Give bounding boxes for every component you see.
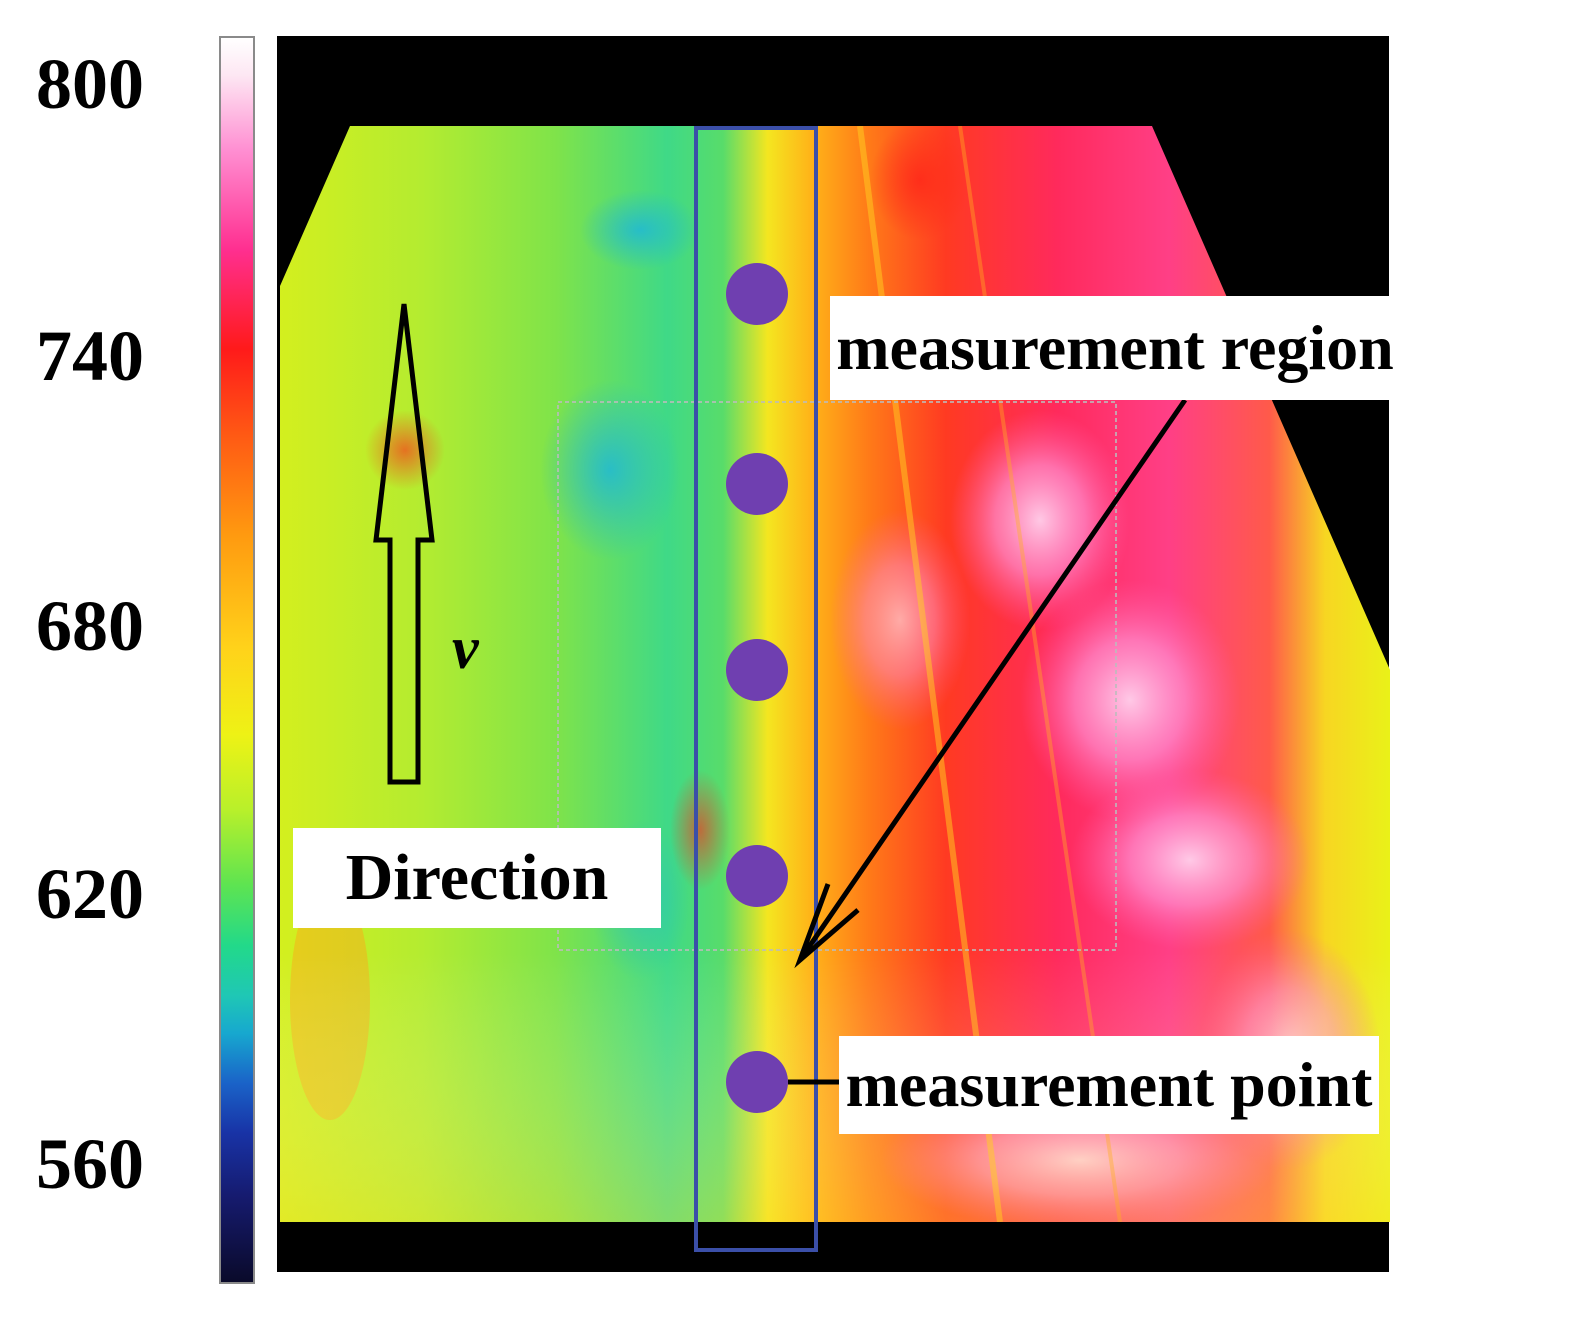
measurement-region-label: measurement region (830, 296, 1400, 400)
measurement-point (726, 1051, 788, 1113)
direction-arrow-icon (373, 303, 435, 785)
colorbar-tick-620: 620 (36, 854, 144, 934)
measurement-point-text: measurement point (845, 1049, 1373, 1120)
colorbar-tick-740: 740 (36, 316, 144, 396)
bottom-band (277, 1222, 1389, 1272)
measurement-point-label: measurement point (839, 1036, 1379, 1134)
region-pointer-arrowhead (794, 883, 860, 969)
colorbar-tick-680: 680 (36, 586, 144, 666)
measurement-region-text: measurement region (836, 312, 1394, 383)
colorbar-tick-800: 800 (36, 44, 144, 124)
region-pointer-line (797, 398, 1188, 962)
measurement-point (726, 263, 788, 325)
velocity-symbol: v (452, 615, 479, 681)
measurement-region-box (694, 126, 818, 1252)
direction-text: Direction (345, 841, 609, 914)
temperature-colorbar (219, 36, 255, 1284)
measurement-point (726, 453, 788, 515)
measurement-point (726, 639, 788, 701)
colorbar-tick-560: 560 (36, 1124, 144, 1204)
direction-label: Direction (293, 828, 661, 928)
measurement-point (726, 845, 788, 907)
